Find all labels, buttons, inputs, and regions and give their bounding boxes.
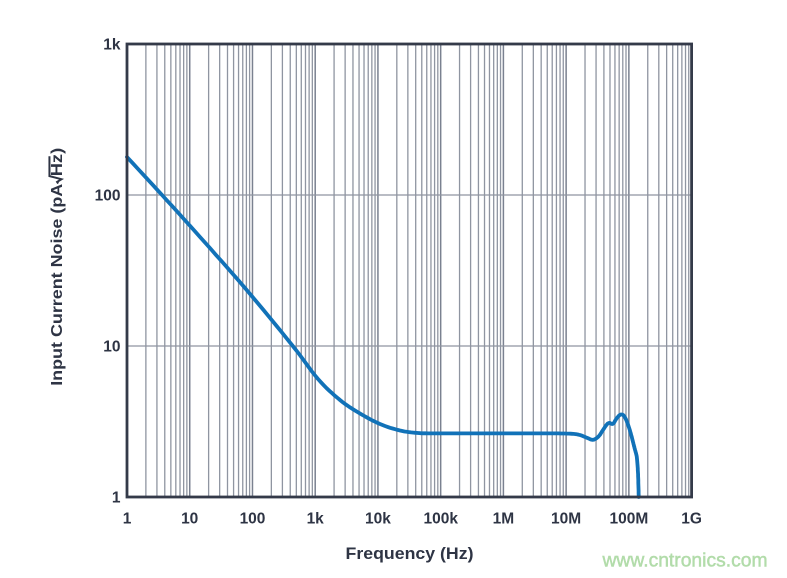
svg-text:1G: 1G xyxy=(681,511,702,528)
svg-text:1k: 1k xyxy=(307,511,325,528)
svg-text:100k: 100k xyxy=(423,511,458,528)
svg-text:100: 100 xyxy=(95,188,121,205)
svg-text:Hz): Hz) xyxy=(49,148,66,177)
svg-text:100: 100 xyxy=(240,511,266,528)
svg-text:Input Current Noise (pA: Input Current Noise (pA xyxy=(49,183,66,385)
svg-text:100M: 100M xyxy=(610,511,649,528)
svg-text:1k: 1k xyxy=(103,37,121,54)
svg-text:10M: 10M xyxy=(551,511,581,528)
svg-text:10: 10 xyxy=(181,511,198,528)
svg-text:1: 1 xyxy=(112,490,121,507)
svg-text:10: 10 xyxy=(103,339,120,356)
svg-text:1: 1 xyxy=(123,511,132,528)
svg-text:Frequency (Hz): Frequency (Hz) xyxy=(346,545,474,563)
svg-text:1M: 1M xyxy=(493,511,515,528)
svg-text:www.cntronics.com: www.cntronics.com xyxy=(602,551,768,572)
svg-text:10k: 10k xyxy=(365,511,391,528)
